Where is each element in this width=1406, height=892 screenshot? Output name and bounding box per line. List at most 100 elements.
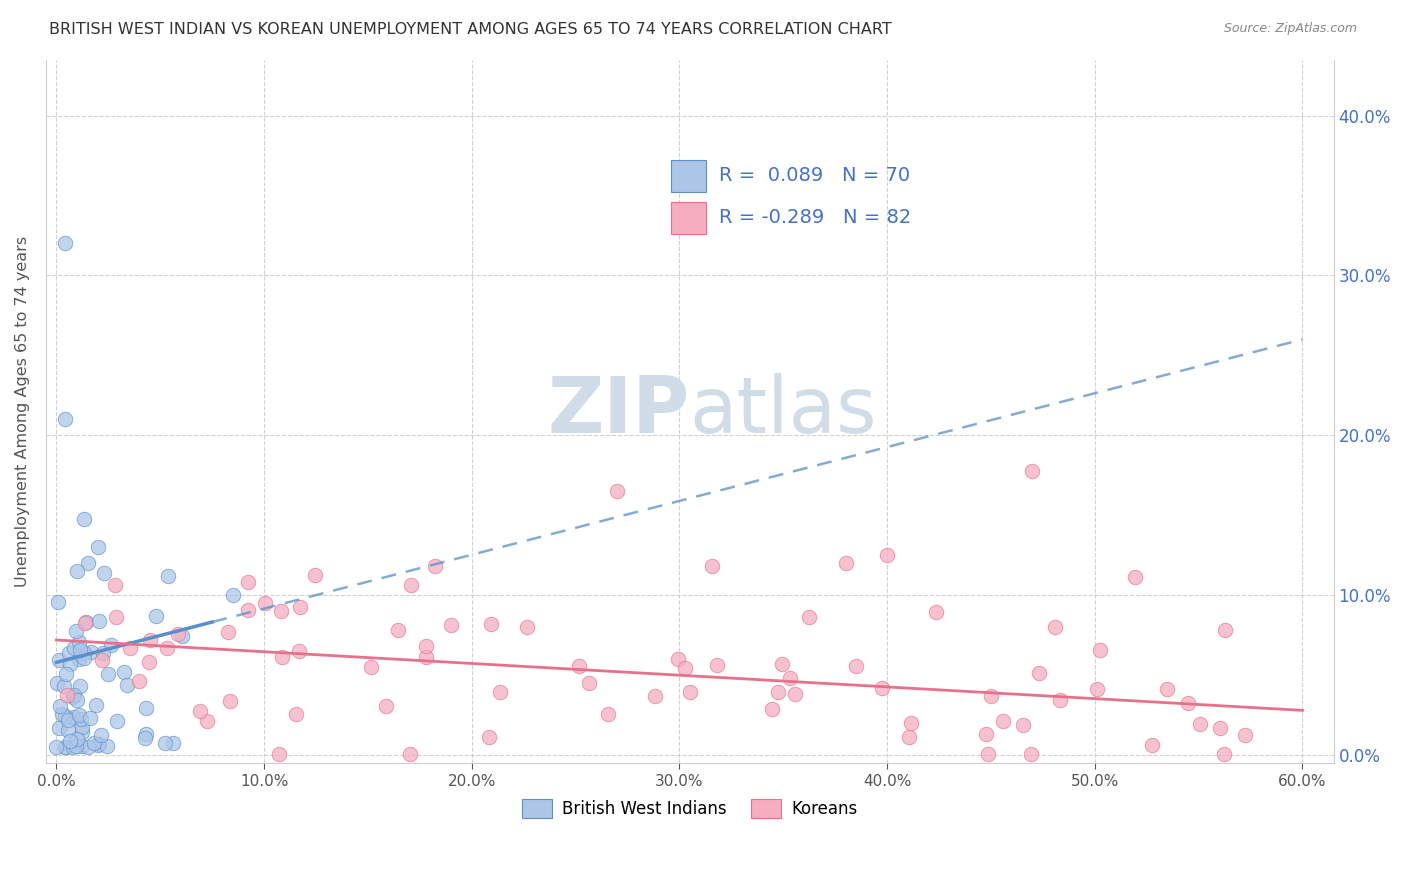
Point (270, 604, 292, 618)
Point (55, 740, 77, 755)
Text: atlas: atlas (690, 374, 877, 450)
Point (924, 605, 946, 619)
Point (65, 739, 87, 754)
Point (69, 642, 91, 657)
Point (768, 685, 790, 699)
Point (217, 624, 239, 639)
Point (1188, 716, 1211, 731)
Point (138, 655, 160, 669)
Point (304, 568, 326, 582)
Point (86, 698, 108, 713)
Point (73, 512, 96, 526)
Point (568, 658, 591, 673)
Point (58, 646, 80, 660)
Legend: British West Indians, Koreans: British West Indians, Koreans (515, 793, 865, 825)
Point (1213, 623, 1236, 637)
Point (1028, 666, 1050, 681)
Point (399, 747, 422, 761)
Point (62, 640, 84, 655)
Point (135, 701, 157, 715)
Point (145, 608, 167, 623)
Point (93, 566, 115, 581)
Point (62, 690, 84, 704)
Point (415, 640, 437, 654)
Point (53, 740, 76, 755)
Point (666, 652, 689, 666)
Point (1177, 696, 1199, 710)
Point (288, 643, 311, 657)
Point (606, 484, 628, 499)
Text: ZIP: ZIP (547, 374, 690, 450)
Point (55, 666, 77, 681)
Point (1208, 721, 1230, 735)
Point (79, 645, 101, 659)
Point (898, 730, 921, 744)
Point (870, 681, 893, 695)
Point (90, 728, 112, 742)
Point (76, 556, 98, 570)
Point (1213, 747, 1236, 761)
Point (423, 558, 446, 573)
Point (1090, 642, 1112, 657)
Point (1234, 728, 1257, 742)
Point (134, 731, 156, 746)
Point (479, 616, 502, 631)
Point (797, 610, 820, 624)
Point (1049, 693, 1071, 707)
Point (236, 574, 259, 589)
Point (48, 721, 70, 735)
Point (105, 610, 128, 624)
Point (73, 650, 96, 665)
Point (90, 653, 112, 667)
Point (415, 650, 437, 665)
Point (254, 596, 277, 610)
Point (170, 629, 193, 643)
Point (162, 736, 184, 750)
Bar (671, 202, 706, 234)
Point (67, 635, 90, 649)
Point (845, 659, 868, 673)
Point (66, 731, 89, 746)
Point (222, 588, 245, 602)
Point (399, 578, 422, 592)
Point (578, 676, 600, 690)
Point (56, 723, 79, 737)
Point (104, 578, 127, 592)
Text: BRITISH WEST INDIAN VS KOREAN UNEMPLOYMENT AMONG AGES 65 TO 74 YEARS CORRELATION: BRITISH WEST INDIAN VS KOREAN UNEMPLOYME… (49, 22, 891, 37)
Point (156, 641, 179, 656)
Point (69, 679, 91, 693)
Point (58, 713, 80, 727)
Point (77, 740, 100, 755)
Point (679, 685, 702, 699)
Point (1123, 570, 1146, 584)
Point (195, 714, 218, 729)
Point (135, 727, 157, 741)
Point (644, 690, 666, 704)
Point (105, 714, 128, 728)
Point (75, 616, 97, 631)
Point (51, 706, 73, 721)
Point (96, 739, 118, 753)
Point (236, 602, 259, 616)
Y-axis label: Unemployment Among Ages 65 to 74 years: Unemployment Among Ages 65 to 74 years (15, 235, 30, 587)
Point (157, 569, 180, 583)
Point (75, 615, 97, 629)
Point (69, 713, 91, 727)
Point (489, 685, 512, 699)
Point (440, 617, 463, 632)
Point (706, 658, 728, 673)
Point (188, 704, 211, 718)
Text: R = -0.289   N = 82: R = -0.289 N = 82 (720, 208, 911, 227)
Point (59, 657, 82, 671)
Point (62, 740, 84, 755)
Point (1140, 738, 1163, 752)
Point (290, 600, 312, 615)
Point (72, 739, 94, 753)
Point (120, 640, 142, 655)
Point (218, 694, 240, 708)
Point (478, 730, 501, 744)
Point (128, 673, 150, 688)
Point (67, 708, 90, 723)
Point (1021, 463, 1043, 477)
Point (900, 715, 922, 730)
